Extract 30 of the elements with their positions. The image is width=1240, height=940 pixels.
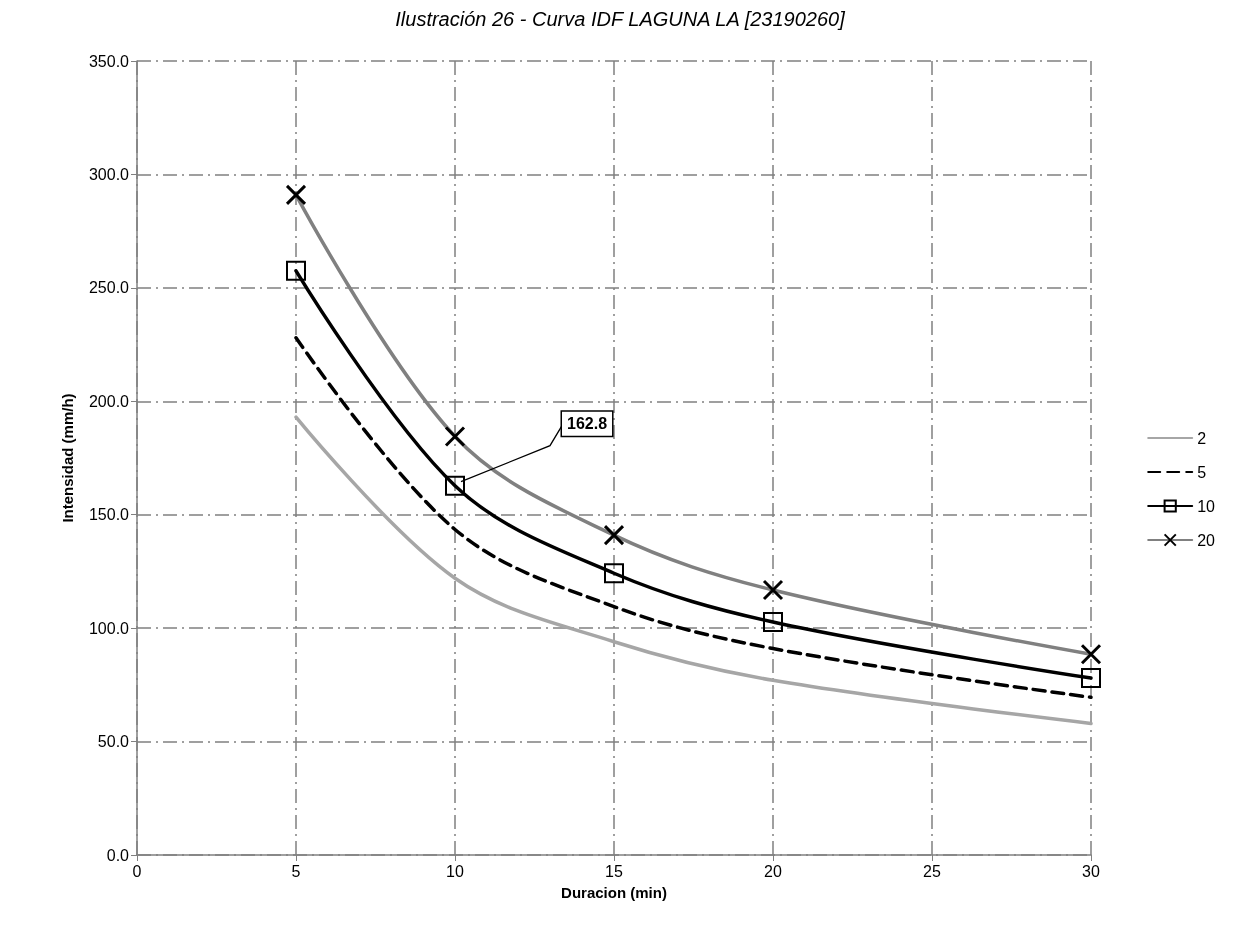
legend-label: 2 [1197,429,1207,447]
point [1081,668,1101,689]
x-tick-label: 10 [446,862,464,880]
chart-title: Ilustración 26 - Curva IDF LAGUNA LA [23190260] [395,8,846,30]
x-tick-label: 25 [923,862,941,880]
x-tick-label: 20 [764,862,782,880]
point [445,475,465,496]
legend-label: 5 [1197,463,1207,481]
y-axis-title: Intensidad (mm/h) [59,393,76,523]
x-tick-label: 5 [291,862,301,880]
x-axis-title: Duracion (min) [561,884,667,901]
y-tick-label: 150.0 [88,506,130,524]
x-tick-label: 0 [132,862,142,880]
y-tick-label: 350.0 [88,52,130,70]
line-series [294,336,1093,700]
point [763,612,783,633]
legend-label: 10 [1197,497,1216,515]
y-tick-label: 50.0 [97,733,130,751]
legend-label: 20 [1197,531,1216,549]
annotation: 162.8 [567,415,608,433]
x-tick-label: 30 [1082,862,1100,880]
x-tick-label: 15 [605,862,623,880]
y-tick-label: 0.0 [106,846,130,864]
y-tick-label: 250.0 [88,279,130,297]
line-series [294,415,1093,726]
y-tick-label: 100.0 [88,619,130,637]
y-tick-label: 200.0 [88,392,130,410]
point [286,260,306,281]
point [604,563,624,584]
y-tick-label: 300.0 [88,165,130,183]
